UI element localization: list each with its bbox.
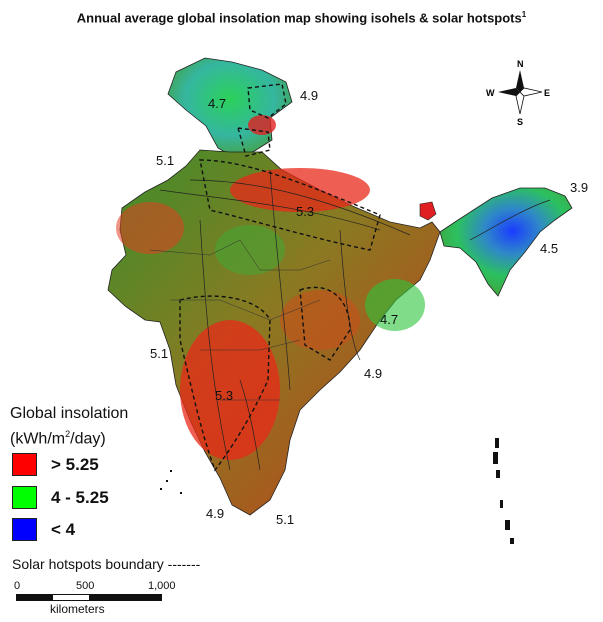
state-boundaries — [149, 239, 331, 401]
map-title: Annual average global insolation map sho… — [0, 10, 603, 25]
title-footnote: 1 — [521, 10, 527, 19]
scale-seg — [89, 595, 161, 600]
compass-rose: N S E W — [486, 59, 550, 127]
isohel-value-labels: 4.7 4.9 5.1 5.3 3.9 4.5 4.7 5.1 4.9 5.3 … — [150, 88, 588, 527]
isohel-label: 5.3 — [215, 388, 233, 403]
map-title-text: Annual average global insolation map sho… — [76, 10, 522, 26]
region-mainland — [107, 149, 441, 516]
isohel-label: 5.3 — [296, 204, 314, 219]
hotspots-boundary-label: Solar hotspots boundary ------- — [12, 556, 201, 572]
legend-label-mid: 4 - 5.25 — [51, 487, 109, 507]
hotspot-boundaries — [179, 83, 381, 472]
legend-swatch-red — [12, 453, 37, 476]
scale-tick: 500 — [76, 580, 95, 592]
scale-seg — [53, 595, 89, 600]
hotspot-central — [280, 290, 360, 350]
green-central — [215, 225, 285, 275]
legend-unit-post: /day) — [70, 430, 106, 448]
compass-east: E — [544, 88, 550, 98]
isohel-label: 5.1 — [276, 512, 294, 527]
hotspot-north — [230, 168, 370, 212]
legend-unit-pre: (kWh/m — [10, 430, 66, 448]
isohel-label: 4.9 — [206, 506, 224, 521]
hotspot-south — [180, 320, 280, 460]
legend-title: Global insolation (kWh/m2/day) — [10, 404, 128, 449]
scale-seg — [17, 595, 53, 600]
region-northeast — [439, 187, 573, 297]
compass-north: N — [517, 59, 524, 69]
hotspot-northwest — [116, 202, 184, 254]
legend-item-mid: 4 - 5.25 — [12, 486, 109, 509]
isohel-label: 3.9 — [570, 180, 588, 195]
compass-south: S — [517, 117, 523, 127]
legend-title-line2: (kWh/m2/day) — [10, 424, 128, 449]
isohel-lines — [159, 169, 551, 471]
isohel-label: 4.9 — [364, 366, 382, 381]
legend-swatch-blue — [12, 518, 37, 541]
isohel-label: 4.7 — [380, 312, 398, 327]
isohel-label: 4.9 — [300, 88, 318, 103]
hotspot-kashmir — [248, 115, 276, 135]
legend-title-line1: Global insolation — [10, 405, 129, 422]
region-sikkim — [419, 201, 437, 221]
isohel-label: 4.7 — [208, 96, 226, 111]
legend-swatch-green — [12, 486, 37, 509]
legend-label-high: > 5.25 — [51, 454, 99, 474]
isohel-label: 4.5 — [540, 241, 558, 256]
isohel-label: 5.1 — [156, 153, 174, 168]
legend-unit-sup: 2 — [65, 429, 71, 439]
region-north — [167, 57, 293, 161]
compass-west: W — [486, 88, 495, 98]
lakshadweep-islands — [160, 470, 182, 494]
legend-label-low: < 4 — [51, 519, 76, 539]
scale-unit: kilometers — [50, 602, 105, 616]
green-east — [365, 279, 425, 331]
andaman-islands — [493, 438, 514, 544]
legend-item-low: < 4 — [12, 518, 75, 541]
scale-tick: 1,000 — [148, 580, 176, 592]
scale-bar-graphic — [16, 594, 162, 601]
scale-bar: 0 500 1,000 kilometers — [10, 580, 176, 620]
isohel-label: 5.1 — [150, 346, 168, 361]
legend-item-high: > 5.25 — [12, 453, 99, 476]
scale-tick: 0 — [14, 580, 21, 592]
